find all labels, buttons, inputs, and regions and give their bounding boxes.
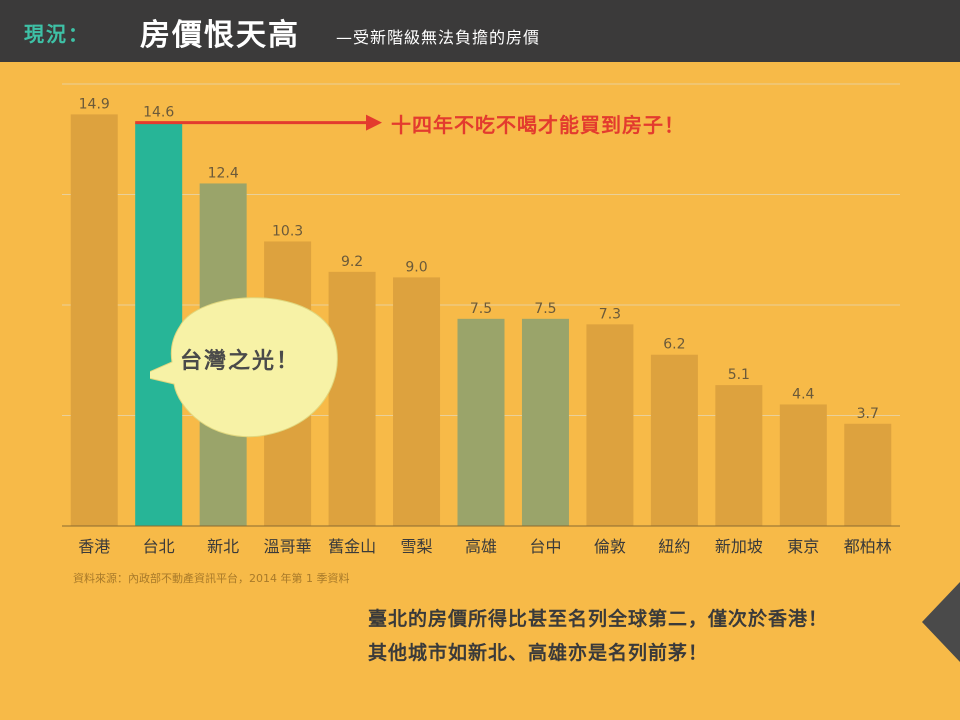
category-label-4: 舊金山 xyxy=(328,537,376,556)
bar-11 xyxy=(779,404,827,526)
value-label-9: 6.2 xyxy=(663,337,685,353)
header-bar: 現況： 房價恨天高 —受新階級無法負擔的房價 xyxy=(0,0,960,62)
bar-0 xyxy=(70,114,118,526)
bar-7 xyxy=(521,318,569,526)
value-label-2: 12.4 xyxy=(208,165,239,181)
bar-12 xyxy=(844,423,892,526)
page-title: 房價恨天高 xyxy=(140,18,300,53)
category-label-3: 溫哥華 xyxy=(264,537,312,556)
bar-9 xyxy=(650,354,698,526)
annotation-text: 十四年不吃不喝才能買到房子！ xyxy=(391,113,685,137)
arrow-head-icon xyxy=(366,114,382,131)
bar-5 xyxy=(393,277,441,526)
value-label-3: 10.3 xyxy=(272,223,303,239)
value-label-6: 7.5 xyxy=(470,301,492,317)
value-label-5: 9.0 xyxy=(405,259,427,275)
bar-4 xyxy=(328,271,376,526)
value-label-7: 7.5 xyxy=(534,301,556,317)
category-label-9: 紐約 xyxy=(658,537,690,556)
page-subtitle: —受新階級無法負擔的房價 xyxy=(336,28,541,47)
category-label-7: 台中 xyxy=(529,537,561,556)
bar-chart: 14.9 香港 14.6 台北 12.4 新北 10.3 溫哥華 9.2 舊金山 9.0 雪梨 7.5 高… xyxy=(62,83,900,556)
source-note: 資料來源：內政部不動產資訊平台，2014 年第 1 季資料 xyxy=(73,572,350,585)
speech-bubble xyxy=(150,297,338,438)
value-label-11: 4.4 xyxy=(792,386,814,402)
category-label-10: 新加坡 xyxy=(715,537,763,556)
value-label-4: 9.2 xyxy=(341,254,363,270)
category-label-11: 東京 xyxy=(787,537,819,556)
summary-line-1: 臺北的房價所得比甚至名列全球第二，僅次於香港！ xyxy=(368,608,829,630)
value-label-10: 5.1 xyxy=(728,367,750,383)
value-label-8: 7.3 xyxy=(599,306,621,322)
section-label: 現況： xyxy=(24,22,90,46)
category-label-5: 雪梨 xyxy=(401,537,433,556)
next-slide-arrow-icon[interactable] xyxy=(922,582,960,662)
category-label-12: 都柏林 xyxy=(844,537,892,556)
bar-1 xyxy=(135,122,183,527)
bar-8 xyxy=(586,324,634,526)
category-label-8: 倫敦 xyxy=(594,537,626,556)
category-label-0: 香港 xyxy=(78,537,110,556)
category-label-2: 新北 xyxy=(207,537,239,556)
bar-6 xyxy=(457,318,505,526)
category-label-1: 台北 xyxy=(143,537,175,556)
bubble-label: 台灣之光！ xyxy=(180,349,301,374)
summary-line-2: 其他城市如新北、高雄亦是名列前茅！ xyxy=(368,642,709,664)
bar-10 xyxy=(715,385,763,526)
value-label-12: 3.7 xyxy=(857,406,879,422)
value-label-0: 14.9 xyxy=(79,96,110,112)
value-label-1: 14.6 xyxy=(143,105,174,121)
category-label-6: 高雄 xyxy=(465,537,497,556)
